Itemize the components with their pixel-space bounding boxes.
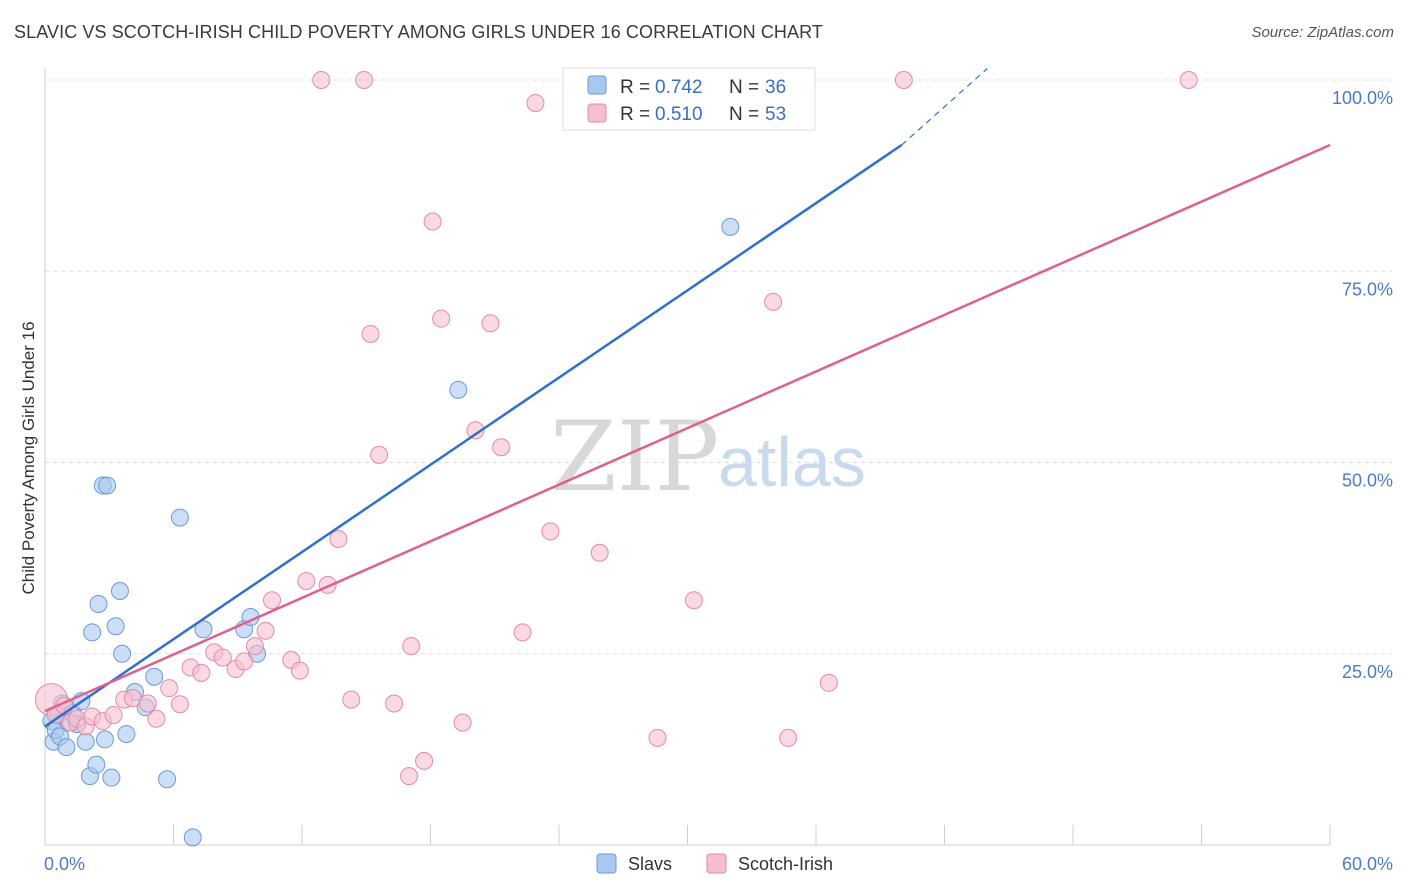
x-tick-label-0: 0.0% xyxy=(44,854,85,874)
y-tick-label-3: 100.0% xyxy=(1332,88,1393,108)
legend-swatch-scotch-irish xyxy=(587,103,607,123)
legend-r-label-scotch-irish: R = xyxy=(620,104,650,125)
point-scotch-irish-31 xyxy=(370,445,389,464)
point-slavs-13 xyxy=(83,623,102,642)
point-scotch-irish-46 xyxy=(648,728,667,747)
point-slavs-30 xyxy=(194,620,213,639)
point-scotch-irish-45 xyxy=(590,543,609,562)
bottom-legend-label-scotch-irish: Scotch-Irish xyxy=(738,854,833,874)
point-scotch-irish-33 xyxy=(400,767,419,786)
point-scotch-irish-11 xyxy=(138,694,157,713)
point-slavs-22 xyxy=(113,644,132,663)
point-scotch-irish-35 xyxy=(415,751,434,770)
point-scotch-irish-22 xyxy=(256,621,275,640)
trend-lines xyxy=(44,68,1331,728)
legend-r-value-scotch-irish: 0.510 xyxy=(655,104,703,125)
point-scotch-irish-38 xyxy=(453,713,472,732)
watermark-atlas: atlas xyxy=(718,423,866,501)
point-slavs-20 xyxy=(106,617,125,636)
point-slavs-14 xyxy=(87,755,106,774)
point-scotch-irish-21 xyxy=(245,637,264,656)
trend-line-scotch-irish xyxy=(44,143,1331,713)
y-tick-label-1: 50.0% xyxy=(1342,471,1393,491)
point-slavs-34 xyxy=(449,380,468,399)
point-scotch-irish-13 xyxy=(160,679,179,698)
point-scotch-irish-40 xyxy=(481,314,500,333)
legend-r-value-slavs: 0.742 xyxy=(655,77,703,98)
x-tick-labels: 0.0% 60.0% xyxy=(44,854,1393,874)
point-scotch-irish-36 xyxy=(423,212,442,231)
bottom-legend: Slavs Scotch-Irish xyxy=(596,853,833,874)
y-tick-labels: 25.0% 50.0% 75.0% 100.0% xyxy=(1332,88,1393,682)
trend-line-slavs xyxy=(44,143,903,728)
x-tick-label-1: 60.0% xyxy=(1342,854,1393,874)
point-scotch-irish-37 xyxy=(432,309,451,328)
point-scotch-irish-50 xyxy=(819,673,838,692)
trend-line-slavs-extension xyxy=(901,68,988,146)
point-scotch-irish-48 xyxy=(764,292,783,311)
point-scotch-irish-12 xyxy=(147,709,166,728)
legend: R = 0.742 N = 36 R = 0.510 N = 53 xyxy=(562,67,816,131)
point-slavs-11 xyxy=(76,732,95,751)
point-scotch-irish-20 xyxy=(235,652,254,671)
chart-title: SLAVIC VS SCOTCH-IRISH CHILD POVERTY AMO… xyxy=(14,22,823,42)
point-slavs-26 xyxy=(145,667,164,686)
axes xyxy=(44,68,1331,846)
point-slavs-35 xyxy=(721,217,740,236)
bottom-legend-swatch-slavs xyxy=(596,853,617,874)
point-slavs-27 xyxy=(158,770,177,789)
point-slavs-29 xyxy=(183,828,202,847)
point-scotch-irish-8 xyxy=(104,705,123,724)
legend-n-label-slavs: N = xyxy=(729,77,759,98)
point-slavs-15 xyxy=(89,595,108,614)
point-scotch-irish-52 xyxy=(1179,71,1198,89)
legend-r-label-slavs: R = xyxy=(620,77,650,98)
point-scotch-irish-25 xyxy=(290,661,309,680)
point-slavs-6 xyxy=(57,738,76,757)
point-scotch-irish-44 xyxy=(541,522,560,541)
y-axis-label: Child Poverty Among Girls Under 16 xyxy=(19,321,38,594)
point-scotch-irish-49 xyxy=(779,728,798,747)
point-scotch-irish-30 xyxy=(361,324,380,343)
watermark-zip: ZIP xyxy=(550,401,719,513)
point-scotch-irish-18 xyxy=(213,648,232,667)
point-scotch-irish-23 xyxy=(263,591,282,610)
point-scotch-irish-39 xyxy=(466,421,485,440)
point-slavs-28 xyxy=(170,508,189,527)
point-slavs-21 xyxy=(110,582,129,601)
point-scotch-irish-34 xyxy=(402,637,421,656)
point-scotch-irish-47 xyxy=(684,591,703,610)
y-tick-label-0: 25.0% xyxy=(1342,662,1393,682)
point-scotch-irish-26 xyxy=(297,572,316,591)
point-scotch-irish-32 xyxy=(385,694,404,713)
legend-swatch-slavs xyxy=(587,75,607,95)
point-scotch-irish-29 xyxy=(342,690,361,709)
y-tick-label-2: 75.0% xyxy=(1342,279,1393,299)
bottom-legend-swatch-scotch-irish xyxy=(706,853,727,874)
point-scotch-irish-14 xyxy=(170,695,189,714)
data-points xyxy=(34,71,1198,847)
legend-n-label-scotch-irish: N = xyxy=(729,104,759,125)
point-slavs-17 xyxy=(98,476,117,495)
legend-n-value-slavs: 36 xyxy=(765,77,786,98)
point-scotch-irish-41 xyxy=(492,438,511,457)
point-scotch-irish-28 xyxy=(329,530,348,548)
point-scotch-irish-10 xyxy=(123,689,142,708)
point-scotch-irish-42 xyxy=(513,623,532,642)
bottom-legend-label-slavs: Slavs xyxy=(628,854,672,874)
point-scotch-irish-16 xyxy=(192,663,211,682)
chart-source: Source: ZipAtlas.com xyxy=(1251,24,1394,41)
gridlines xyxy=(45,79,1392,655)
point-scotch-irish-54 xyxy=(355,71,374,89)
point-slavs-18 xyxy=(95,730,114,749)
point-scotch-irish-43 xyxy=(526,93,545,112)
point-slavs-19 xyxy=(102,768,121,787)
point-slavs-23 xyxy=(117,725,136,744)
point-scotch-irish-53 xyxy=(312,71,331,89)
point-scotch-irish-51 xyxy=(894,71,913,89)
legend-n-value-scotch-irish: 53 xyxy=(765,104,786,125)
